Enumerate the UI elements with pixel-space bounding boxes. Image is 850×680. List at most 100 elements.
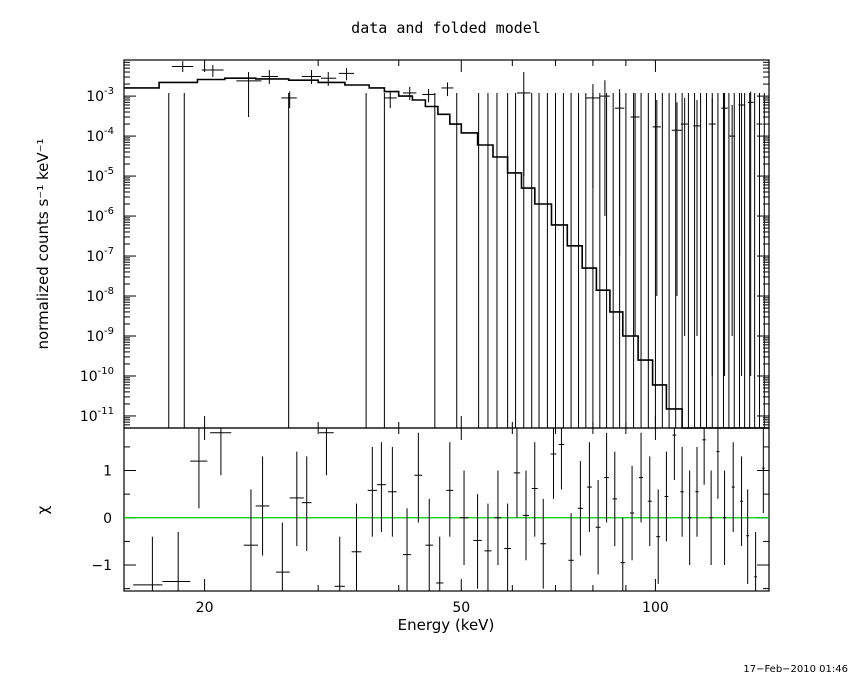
residual-point (367, 446, 377, 537)
residual-point (716, 428, 720, 499)
residual-point (473, 494, 482, 589)
residual-point (740, 456, 743, 547)
residual-point (459, 470, 469, 566)
residual-point (319, 428, 334, 476)
data-point (756, 99, 763, 376)
y-tick-label: 10-8 (86, 286, 114, 305)
data-point (516, 72, 531, 177)
data-point (721, 92, 728, 376)
data-point (384, 91, 397, 109)
residual-point (723, 470, 727, 566)
residual-point (402, 508, 412, 591)
residual-frame (123, 427, 770, 592)
data-point (422, 89, 436, 103)
y-tick-label: 10-11 (80, 406, 114, 425)
residual-point (550, 428, 557, 499)
residual-point (638, 432, 644, 523)
y-tick-label: 10-10 (80, 366, 114, 385)
spectrum-frame (123, 59, 770, 429)
data-point (747, 91, 754, 376)
residual-point (162, 531, 191, 591)
chart-title: data and folded model (351, 19, 541, 37)
residual-point (586, 442, 592, 532)
timestamp: 17−Feb−2010 01:46 (743, 664, 848, 675)
residual-point (484, 503, 492, 591)
residual-point (620, 517, 625, 591)
residual-point (595, 479, 601, 575)
data-point (599, 80, 610, 217)
y-tick-label: 10-5 (86, 166, 114, 185)
data-point (585, 84, 600, 189)
x-tick-label: 20 (196, 600, 214, 616)
residual-point (133, 536, 163, 591)
residual-point (494, 470, 502, 566)
residual-y-axis-label: χ (34, 505, 52, 514)
model-step-line (124, 77, 769, 429)
y-tick-label: 10-4 (86, 126, 114, 145)
residual-point (695, 446, 699, 537)
residual-point (558, 428, 565, 490)
residual-point (540, 498, 547, 589)
data-point (441, 82, 454, 97)
residual-point (504, 503, 511, 591)
data-point (728, 104, 736, 336)
residual-point (351, 503, 362, 591)
residual-point (190, 428, 208, 509)
residual-point (436, 536, 444, 591)
spectrum-panel: 10-3 10-4 10-5 10-6 10-7 10-8 10-9 10-10 10-11 (80, 59, 770, 429)
residual-point (275, 522, 290, 591)
residual-point (754, 531, 757, 591)
residual-point (522, 470, 530, 561)
residual-point (210, 428, 232, 476)
residual-y-tick-label: 1 (103, 464, 112, 480)
residual-point (664, 451, 669, 542)
data-point (614, 89, 625, 257)
y-tick-label: 10-7 (86, 246, 114, 265)
y-tick-label: 10-6 (86, 206, 114, 225)
residual-point (656, 489, 661, 584)
residual-point (577, 461, 583, 556)
data-point (652, 99, 661, 297)
residual-point (731, 442, 735, 532)
residual-y-tick-label: 0 (103, 511, 112, 527)
residual-panel: 20 50 100 1 0 −1 (91, 427, 770, 616)
data-point (301, 69, 321, 85)
residual-point (672, 428, 677, 480)
data-point (738, 92, 745, 376)
residual-y-tick-label: −1 (91, 558, 112, 574)
data-point (671, 102, 683, 297)
x-tick-label: 100 (642, 600, 669, 616)
data-point (201, 64, 224, 78)
residual-point (446, 442, 454, 537)
residual-point (762, 428, 765, 514)
residual-point (604, 432, 609, 523)
data-point (680, 97, 689, 336)
x-tick-label: 50 (452, 600, 470, 616)
residual-point (255, 456, 270, 556)
data-point (320, 72, 337, 86)
y-tick-label: 10-9 (86, 326, 114, 345)
residual-point (289, 451, 304, 547)
data-point (281, 91, 297, 109)
data-point (171, 61, 194, 73)
residual-point (513, 428, 521, 518)
residual-point (680, 446, 684, 537)
residual-point (243, 489, 258, 591)
spectrum-y-axis-label: normalized counts s⁻¹ keV⁻¹ (34, 138, 52, 349)
data-point (236, 72, 262, 118)
residual-point (334, 536, 345, 591)
residual-point (612, 451, 618, 547)
residual-point (425, 498, 433, 591)
residual-point (376, 442, 386, 532)
residual-point (746, 489, 750, 584)
data-point (261, 69, 279, 85)
data-point (338, 68, 355, 81)
data-point (402, 86, 417, 100)
data-point (708, 97, 716, 376)
x-axis-label: Energy (keV) (398, 616, 495, 634)
residual-point (531, 442, 538, 537)
residual-point (414, 432, 423, 523)
residual-point (629, 465, 635, 561)
residual-point (301, 456, 312, 551)
